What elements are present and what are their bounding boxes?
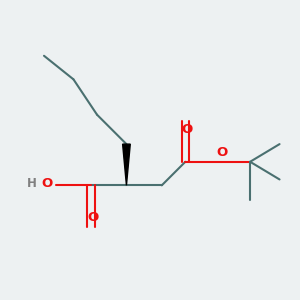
Text: O: O (42, 177, 53, 190)
Text: O: O (217, 146, 228, 159)
Text: H: H (27, 177, 37, 190)
Text: O: O (181, 124, 192, 136)
Polygon shape (123, 144, 130, 185)
Text: O: O (87, 211, 98, 224)
